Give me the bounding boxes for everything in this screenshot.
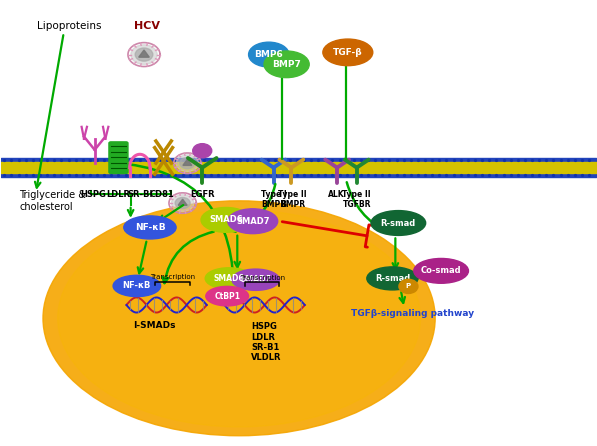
Text: EGFR: EGFR bbox=[190, 190, 214, 199]
Ellipse shape bbox=[124, 216, 176, 239]
Text: HSPG: HSPG bbox=[81, 190, 106, 199]
Circle shape bbox=[171, 195, 194, 211]
Polygon shape bbox=[139, 50, 149, 57]
Circle shape bbox=[176, 155, 199, 172]
Text: SMAD7: SMAD7 bbox=[236, 217, 269, 226]
FancyBboxPatch shape bbox=[109, 142, 128, 173]
Text: CD81: CD81 bbox=[149, 190, 174, 199]
Text: NF-κB: NF-κB bbox=[135, 223, 165, 232]
Text: Transcription: Transcription bbox=[150, 274, 195, 280]
Polygon shape bbox=[183, 159, 192, 165]
Text: Type II
TGFBR: Type II TGFBR bbox=[343, 190, 371, 209]
Circle shape bbox=[131, 45, 157, 64]
Ellipse shape bbox=[248, 42, 289, 67]
Text: SMAD6: SMAD6 bbox=[214, 274, 244, 283]
Text: Triglyceride &
cholesterol: Triglyceride & cholesterol bbox=[19, 190, 86, 212]
Text: TGFβ-signaling pathway: TGFβ-signaling pathway bbox=[351, 310, 474, 318]
Text: ALK: ALK bbox=[328, 190, 344, 199]
Circle shape bbox=[135, 48, 153, 61]
Ellipse shape bbox=[367, 267, 418, 290]
Ellipse shape bbox=[228, 209, 278, 234]
Text: BMP6: BMP6 bbox=[254, 50, 283, 59]
Text: HSPG
LDLR
SR-B1
VLDLR: HSPG LDLR SR-B1 VLDLR bbox=[251, 322, 281, 363]
Text: Transcription: Transcription bbox=[239, 275, 285, 281]
Text: SMAD7: SMAD7 bbox=[241, 275, 271, 284]
Ellipse shape bbox=[414, 259, 469, 283]
Circle shape bbox=[399, 279, 418, 293]
Ellipse shape bbox=[232, 269, 279, 290]
Polygon shape bbox=[178, 199, 187, 205]
Ellipse shape bbox=[58, 210, 420, 427]
Text: Type II
BMPR: Type II BMPR bbox=[278, 190, 307, 209]
Ellipse shape bbox=[113, 275, 161, 297]
Text: SR-BI: SR-BI bbox=[127, 190, 153, 199]
Text: NF-κB: NF-κB bbox=[123, 281, 151, 290]
Text: BMP7: BMP7 bbox=[272, 60, 301, 69]
Text: R-smad: R-smad bbox=[381, 219, 416, 227]
Ellipse shape bbox=[193, 144, 212, 158]
Text: SMAD6: SMAD6 bbox=[209, 215, 243, 224]
Text: P: P bbox=[406, 283, 411, 289]
Ellipse shape bbox=[323, 39, 373, 66]
Ellipse shape bbox=[43, 201, 435, 436]
Ellipse shape bbox=[205, 268, 253, 289]
Text: LDLR: LDLR bbox=[106, 190, 131, 199]
Ellipse shape bbox=[206, 286, 248, 306]
Text: HCV: HCV bbox=[134, 21, 160, 31]
Ellipse shape bbox=[371, 211, 426, 235]
Text: Co-smad: Co-smad bbox=[421, 266, 461, 275]
Text: R-smad: R-smad bbox=[375, 274, 410, 283]
Ellipse shape bbox=[264, 51, 309, 78]
Text: Type I
BMPR: Type I BMPR bbox=[261, 190, 287, 209]
Circle shape bbox=[175, 198, 190, 209]
Text: CtBP1: CtBP1 bbox=[214, 292, 240, 301]
Text: Lipoproteins: Lipoproteins bbox=[37, 21, 101, 31]
Ellipse shape bbox=[201, 207, 251, 232]
Circle shape bbox=[180, 157, 195, 169]
Text: I-SMADs: I-SMADs bbox=[134, 322, 176, 330]
Text: TGF-β: TGF-β bbox=[333, 48, 362, 57]
